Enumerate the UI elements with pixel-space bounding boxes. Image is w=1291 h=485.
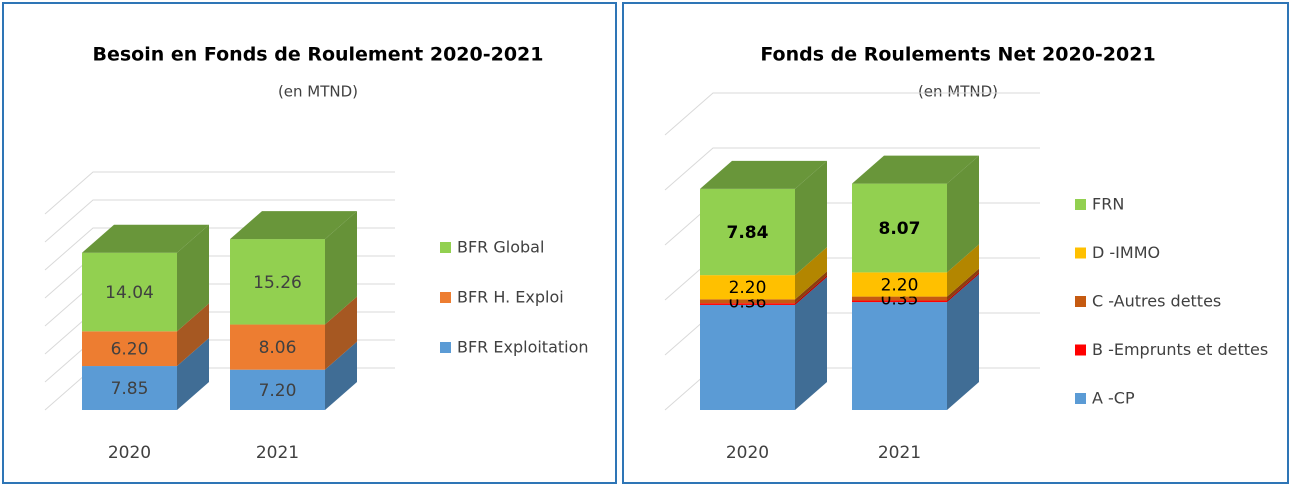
legend-label: C -Autres dettes (1092, 292, 1221, 311)
bar-segment (700, 275, 795, 300)
bar-side (947, 155, 979, 273)
bar-side (177, 338, 209, 410)
value-label: 14.04 (105, 283, 154, 303)
legend-swatch (440, 242, 451, 253)
legend-label: BFR Exploitation (457, 338, 589, 357)
bar-segment (700, 304, 795, 410)
legend-swatch (1075, 393, 1086, 404)
legend-swatch (1075, 199, 1086, 210)
chart-title: Besoin en Fonds de Roulement 2020-2021 (93, 44, 544, 66)
bar-side (795, 271, 827, 304)
legend-label: FRN (1092, 195, 1124, 214)
bar-segment (82, 252, 177, 332)
legend-label: B -Emprunts et dettes (1092, 340, 1268, 359)
panel-border (622, 2, 1289, 484)
legend-label: BFR Global (457, 238, 544, 257)
x-tick-label: 2021 (256, 443, 299, 463)
bar-segment (852, 302, 947, 410)
bar-side (947, 274, 979, 410)
legend-swatch (440, 342, 451, 353)
bar-segment (230, 324, 325, 370)
x-tick-label: 2020 (108, 443, 151, 463)
bar-segment (852, 272, 947, 297)
bar-side (795, 276, 827, 410)
grid-line (664, 147, 1040, 191)
value-label: 8.06 (259, 338, 297, 358)
legend-label: BFR H. Exploi (457, 288, 564, 307)
bar-segment (700, 303, 795, 305)
bar-top (82, 224, 209, 253)
value-label: 7.84 (727, 223, 769, 243)
bar-top (852, 155, 979, 184)
x-tick-label: 2020 (726, 443, 769, 463)
bar-side (947, 272, 979, 303)
bar-segment (82, 366, 177, 410)
bar-side (795, 247, 827, 300)
bar-segment (700, 188, 795, 276)
chart-subtitle: (en MTND) (918, 83, 998, 101)
bar-side (947, 244, 979, 297)
value-label: 7.20 (259, 381, 297, 401)
value-label: 15.26 (253, 273, 302, 293)
value-label: 7.85 (111, 379, 149, 399)
chart-subtitle: (en MTND) (278, 83, 358, 101)
bar-segment (230, 239, 325, 325)
bar-top (230, 211, 357, 240)
chart-title: Fonds de Roulements Net 2020-2021 (760, 44, 1155, 66)
bar-side (177, 224, 209, 332)
value-label: 6.20 (111, 340, 149, 360)
legend-swatch (1075, 247, 1086, 259)
bar-segment (852, 300, 947, 303)
legend-swatch (1075, 344, 1086, 356)
bar-segment (700, 299, 795, 304)
value-label: 2.20 (729, 278, 767, 298)
bar-segment (82, 331, 177, 367)
bar-segment (230, 369, 325, 410)
bar-segment (852, 296, 947, 301)
bar-side (325, 211, 357, 325)
grid-line (44, 171, 395, 215)
value-label: 8.07 (879, 219, 921, 239)
legend-swatch (440, 292, 451, 303)
bar-side (177, 303, 209, 367)
bar-side (947, 268, 979, 301)
legend-label: A -CP (1092, 389, 1135, 408)
x-tick-label: 2021 (878, 443, 921, 463)
panel-border (2, 2, 617, 484)
bar-side (325, 341, 357, 410)
bar-segment (852, 183, 947, 273)
bar-side (325, 296, 357, 370)
legend-label: D -IMMO (1092, 243, 1160, 262)
value-label: 2.20 (881, 275, 919, 295)
bar-side (795, 275, 827, 305)
bar-top (700, 160, 827, 189)
bar-side (795, 160, 827, 276)
legend-swatch (1075, 296, 1086, 307)
grid-line (44, 199, 395, 243)
grid-line (664, 92, 1040, 136)
